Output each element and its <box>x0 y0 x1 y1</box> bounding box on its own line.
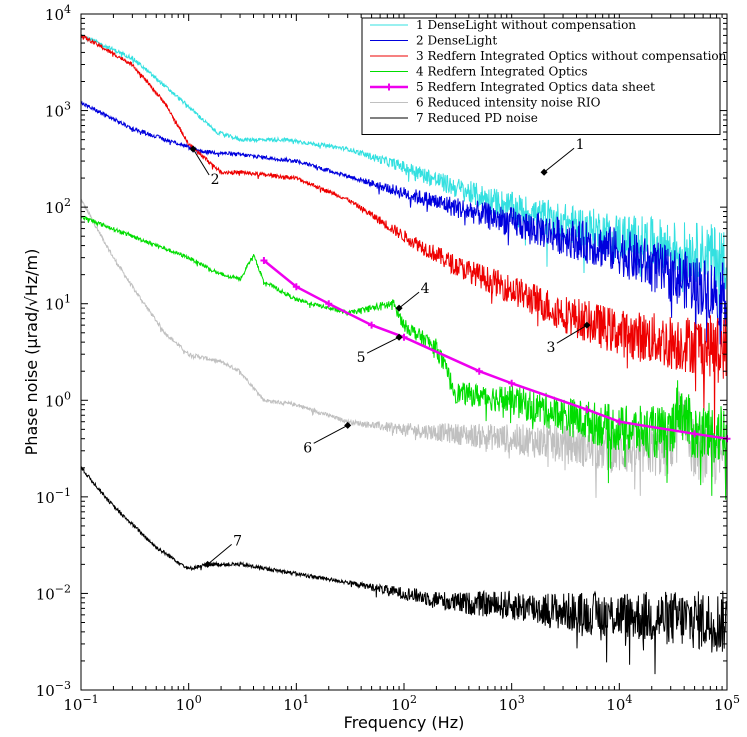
series-5-marker <box>583 406 591 414</box>
series-5-marker <box>508 379 516 387</box>
annotation-leader-7 <box>207 543 232 565</box>
annotation-leader-3 <box>556 324 588 344</box>
annotation-leader-6 <box>313 424 348 444</box>
annotation-label-5: 5 <box>357 350 366 366</box>
annotation-leader-5 <box>366 336 400 354</box>
series-7-line <box>80 466 728 675</box>
legend-label-3: 3 Redfern Integrated Optics without comp… <box>416 49 727 63</box>
annotation-point-1 <box>540 168 548 176</box>
series-6-line <box>80 198 728 498</box>
y-tick-label: 104 <box>45 3 71 24</box>
series-5-marker <box>292 283 300 291</box>
series-1-line <box>80 33 728 319</box>
y-axis-title: Phase noise (µrad/√Hz/m) <box>22 249 41 456</box>
ticks-layer: 10−1 100 101 102 103 104 105 10−3 10−2 10−1 100 101… <box>36 3 740 714</box>
annotation-label-3: 3 <box>546 340 555 356</box>
legend-label-4: 4 Redfern Integrated Optics <box>416 65 588 79</box>
x-tick-label: 104 <box>606 693 632 714</box>
legend: 1 DenseLight without compensation 2 Dense… <box>361 17 727 135</box>
legend-label-5: 5 Redfern Integrated Optics data sheet <box>416 80 655 94</box>
annotation-label-2: 2 <box>211 172 220 188</box>
legend-label-7: 7 Reduced PD noise <box>416 111 538 125</box>
annotation-label-1: 1 <box>576 137 585 153</box>
y-tick-label: 101 <box>45 293 71 314</box>
annotation-point-3 <box>583 321 591 329</box>
y-tick-label: 100 <box>45 389 71 410</box>
x-tick-label: 105 <box>714 693 740 714</box>
y-tick-label: 102 <box>45 196 71 217</box>
legend-label-6: 6 Reduced intensity noise RIO <box>416 96 601 110</box>
annotation-label-4: 4 <box>421 281 430 297</box>
annotation-point-7 <box>204 560 212 568</box>
series-3-line <box>80 34 728 435</box>
y-tick-label: 10−3 <box>36 679 71 700</box>
legend-box <box>361 17 721 135</box>
x-tick-label: 10−1 <box>63 693 98 714</box>
x-axis-title: Frequency (Hz) <box>344 713 465 732</box>
legend-label-1: 1 DenseLight without compensation <box>416 18 636 32</box>
y-tick-label: 103 <box>45 100 71 121</box>
series-5-marker <box>691 430 699 438</box>
annotation-point-5 <box>395 333 403 341</box>
series-4-line <box>80 215 728 500</box>
annotation-leader-2 <box>192 148 210 176</box>
y-tick-label: 10−1 <box>36 486 71 507</box>
series-5-marker <box>368 321 376 329</box>
x-tick-label: 100 <box>176 693 202 714</box>
series-5-marker <box>475 367 483 375</box>
x-tick-label: 103 <box>499 693 525 714</box>
annotation-label-6: 6 <box>303 440 312 456</box>
y-tick-label: 10−2 <box>36 582 71 603</box>
annotation-point-6 <box>344 421 352 429</box>
x-tick-label: 102 <box>391 693 417 714</box>
series-5-marker <box>325 300 333 308</box>
annotation-leader-1 <box>543 147 575 173</box>
series-layer <box>80 33 731 675</box>
annotation-leader-4 <box>398 291 420 309</box>
annotation-label-7: 7 <box>233 533 242 549</box>
series-5-marker <box>260 257 268 265</box>
x-tick-label: 101 <box>283 693 309 714</box>
annotation-point-4 <box>395 304 403 312</box>
annotation-point-2 <box>189 145 197 153</box>
annotations: 1 2 3 4 5 6 7 <box>189 137 591 568</box>
series-2-line <box>80 100 728 366</box>
legend-marker-5 <box>385 83 393 91</box>
legend-label-2: 2 DenseLight <box>416 34 497 48</box>
series-5-marker <box>615 418 623 426</box>
